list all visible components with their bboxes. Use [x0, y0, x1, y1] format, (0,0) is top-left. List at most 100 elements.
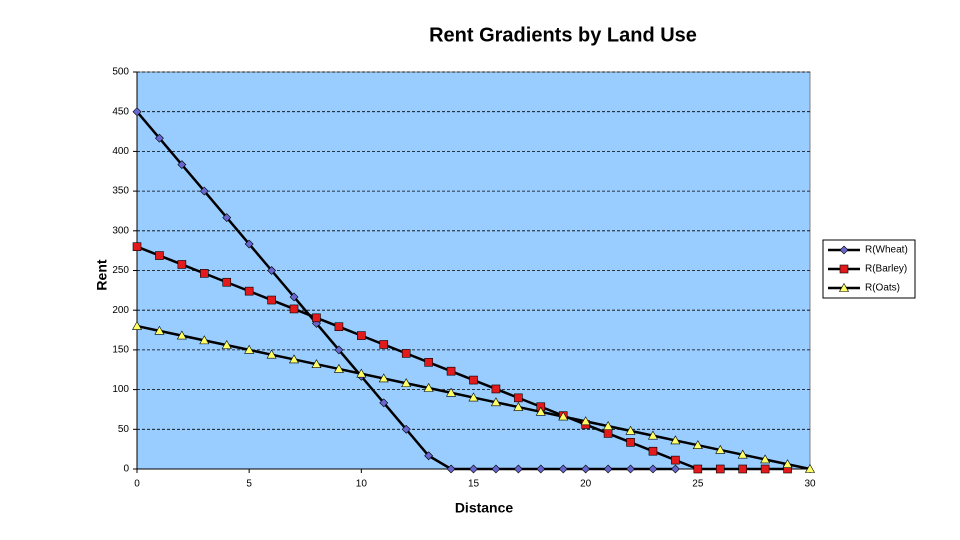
marker — [177, 160, 187, 170]
x-tick-label: 10 — [356, 479, 368, 490]
marker — [154, 325, 165, 335]
marker — [401, 378, 412, 388]
y-tick-label: 150 — [112, 345, 129, 356]
marker — [200, 269, 209, 278]
legend-label: R(Wheat) — [865, 245, 908, 256]
x-tick-label: 0 — [134, 479, 140, 490]
marker — [737, 449, 748, 459]
marker — [222, 213, 232, 222]
marker — [838, 282, 850, 292]
marker — [244, 286, 254, 296]
marker — [131, 320, 143, 330]
marker — [401, 424, 411, 434]
marker — [333, 363, 344, 373]
marker — [558, 464, 568, 474]
marker — [289, 292, 299, 302]
marker — [401, 349, 411, 358]
marker — [289, 354, 300, 364]
marker — [311, 359, 322, 368]
marker — [244, 344, 255, 354]
marker — [692, 440, 703, 449]
marker — [648, 464, 658, 474]
y-tick-label: 250 — [112, 265, 129, 276]
marker — [536, 464, 546, 474]
marker — [693, 464, 703, 474]
x-tick-label: 5 — [246, 479, 252, 490]
marker — [155, 133, 164, 143]
marker — [378, 373, 389, 383]
marker — [738, 464, 748, 474]
marker — [267, 295, 276, 305]
marker — [199, 335, 210, 345]
y-tick-label: 200 — [112, 305, 129, 316]
marker — [513, 464, 523, 474]
marker — [603, 421, 614, 430]
marker — [356, 368, 367, 378]
legend-label: R(Oats) — [865, 283, 900, 294]
marker — [244, 239, 254, 249]
marker — [490, 397, 501, 407]
marker — [514, 393, 523, 403]
y-tick-label: 0 — [123, 464, 129, 475]
marker — [760, 464, 770, 474]
marker — [267, 266, 277, 275]
marker — [491, 464, 501, 474]
marker — [221, 340, 232, 349]
marker — [603, 429, 613, 438]
marker — [469, 464, 478, 474]
marker — [132, 107, 142, 117]
marker — [491, 384, 501, 394]
marker — [357, 331, 366, 340]
marker — [424, 451, 434, 461]
legend-label: R(Barley) — [865, 264, 907, 275]
marker — [626, 438, 635, 447]
marker — [625, 425, 636, 435]
marker — [782, 459, 793, 469]
chart-title: Rent Gradients by Land Use — [429, 24, 697, 46]
y-tick-label: 500 — [112, 67, 129, 78]
legend: R(Wheat) R(Barley) R(Oats) — [822, 239, 916, 299]
marker — [446, 387, 457, 397]
y-tick-label: 100 — [112, 384, 129, 395]
marker — [760, 454, 771, 464]
x-axis-title: Distance — [455, 500, 514, 516]
marker — [334, 322, 344, 332]
marker — [469, 375, 478, 385]
marker — [558, 411, 569, 421]
marker — [839, 245, 849, 255]
marker — [580, 416, 591, 426]
marker — [648, 446, 658, 456]
y-tick-label: 450 — [112, 106, 129, 117]
marker — [334, 345, 344, 355]
marker — [379, 398, 389, 408]
x-tick-label: 15 — [468, 479, 480, 490]
y-axis-title: Rent — [94, 259, 110, 290]
x-tick-label: 20 — [580, 479, 592, 490]
marker — [647, 430, 658, 440]
x-tick-label: 30 — [804, 479, 816, 490]
marker — [177, 260, 187, 269]
x-tick-label: 25 — [692, 479, 704, 490]
y-tick-label: 300 — [112, 225, 129, 236]
marker — [446, 464, 456, 474]
marker — [670, 435, 681, 445]
marker — [715, 464, 725, 474]
marker — [468, 392, 479, 402]
marker — [423, 382, 434, 392]
y-tick-label: 400 — [112, 146, 129, 157]
marker — [513, 401, 524, 411]
marker — [446, 366, 456, 376]
y-tick-label: 350 — [112, 186, 129, 197]
marker — [839, 264, 849, 274]
marker — [379, 340, 389, 349]
y-tick-label: 50 — [118, 424, 130, 435]
marker — [199, 186, 209, 196]
marker — [581, 464, 591, 474]
marker — [176, 330, 187, 340]
marker — [289, 304, 299, 314]
marker — [535, 406, 546, 416]
marker — [603, 464, 613, 474]
marker — [424, 357, 433, 367]
marker — [266, 349, 277, 359]
